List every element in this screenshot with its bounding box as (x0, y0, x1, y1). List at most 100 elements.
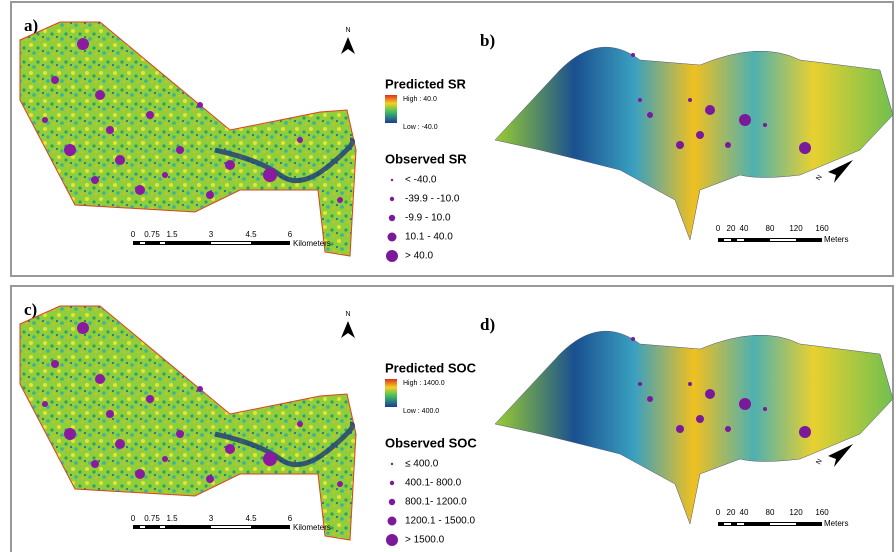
legend-class: ≤ 400.0 (405, 459, 439, 470)
scale-label: 3 (209, 230, 214, 239)
scale-label: 40 (740, 224, 749, 233)
sample-point (763, 407, 767, 411)
legend-symbol (389, 215, 395, 221)
scale-bar-gap (160, 242, 165, 244)
sample-point (106, 410, 114, 418)
scale-label: 0.75 (144, 230, 160, 239)
sample-point (146, 395, 154, 403)
sample-point (337, 197, 343, 203)
sample-point (197, 102, 203, 108)
sample-point (135, 185, 145, 195)
scale-bar-gap (770, 523, 796, 525)
north-label: N (815, 458, 824, 466)
scale-label: 0.75 (144, 514, 160, 523)
legend-class: > 1500.0 (405, 535, 445, 546)
sample-point (206, 475, 214, 483)
panel-label: d) (480, 315, 495, 334)
panel-label: a) (24, 16, 38, 35)
sample-point (763, 123, 767, 127)
panel-label: b) (480, 31, 495, 50)
scale-label: 20 (727, 224, 736, 233)
scale-label: 160 (815, 508, 829, 517)
sample-point (799, 426, 811, 438)
sample-point (638, 98, 642, 102)
terrain-surface (495, 47, 893, 240)
sample-point (676, 425, 684, 433)
sample-point (51, 360, 59, 368)
sample-point (206, 191, 214, 199)
sample-point (631, 337, 635, 341)
scale-label: 120 (789, 224, 803, 233)
scale-bar-gap (770, 239, 796, 241)
legend-symbol (390, 197, 394, 201)
north-arrow (341, 37, 355, 54)
map-area (20, 22, 356, 256)
scale-unit: Meters (824, 235, 848, 244)
scale-label: 3 (209, 514, 214, 523)
figure: a)b)NPredicted SRHigh : 40.0Low : -40.0O… (0, 0, 896, 552)
sample-point (197, 386, 203, 392)
sample-point (337, 481, 343, 487)
legend-class: 800.1- 1200.0 (405, 497, 467, 508)
sample-point (135, 469, 145, 479)
scale-bar-gap (737, 523, 744, 525)
north-arrow (341, 321, 355, 338)
legend-class: -39.9 - -10.0 (405, 194, 460, 205)
sample-point (51, 76, 59, 84)
sample-point (263, 452, 277, 466)
scale-bar-gap (211, 526, 251, 528)
sample-point (176, 430, 184, 438)
sample-point (91, 460, 99, 468)
scale-label: 80 (766, 224, 775, 233)
sample-point (115, 439, 125, 449)
legend-symbol (391, 463, 393, 465)
legend-symbol (388, 233, 397, 242)
sample-point (106, 126, 114, 134)
sample-point (42, 401, 48, 407)
legend-title: Predicted SR (385, 76, 467, 91)
sample-point (91, 176, 99, 184)
north-arrow (828, 160, 853, 183)
sample-point (64, 428, 76, 440)
scale-label: 4.5 (245, 514, 257, 523)
sample-point (725, 142, 731, 148)
sample-point (297, 421, 303, 427)
sample-point (162, 456, 168, 462)
scale-label: 6 (288, 230, 293, 239)
sample-point (647, 112, 653, 118)
color-ramp (385, 379, 397, 407)
sample-point (638, 382, 642, 386)
sample-point (95, 374, 105, 384)
legend-symbol (386, 250, 398, 262)
color-ramp (385, 95, 397, 123)
legend-class: 1200.1 - 1500.0 (405, 516, 475, 527)
sample-point (725, 426, 731, 432)
legend-class: > 40.0 (405, 251, 434, 262)
legend-class: 10.1 - 40.0 (405, 232, 453, 243)
scale-label: 4.5 (245, 230, 257, 239)
scale-label: 0 (716, 224, 721, 233)
sample-point (696, 131, 704, 139)
legend-symbol (391, 179, 393, 181)
sample-point (688, 98, 692, 102)
sample-point (176, 146, 184, 154)
sample-point (115, 155, 125, 165)
legend-symbol (390, 481, 394, 485)
scale-bar-gap (211, 242, 251, 244)
legend-class: < -40.0 (405, 175, 437, 186)
north-label: N (345, 311, 350, 318)
sample-point (676, 141, 684, 149)
legend-class: 400.1- 800.0 (405, 478, 462, 489)
scale-label: 1.5 (166, 514, 178, 523)
scale-label: 20 (727, 508, 736, 517)
sample-point (631, 53, 635, 57)
legend-title: Observed SOC (385, 435, 477, 450)
legend-class: -9.9 - 10.0 (405, 213, 451, 224)
scale-bar-gap (140, 526, 145, 528)
scale-unit: Kilometers (293, 239, 331, 248)
scale-label: 6 (288, 514, 293, 523)
sample-point (696, 415, 704, 423)
